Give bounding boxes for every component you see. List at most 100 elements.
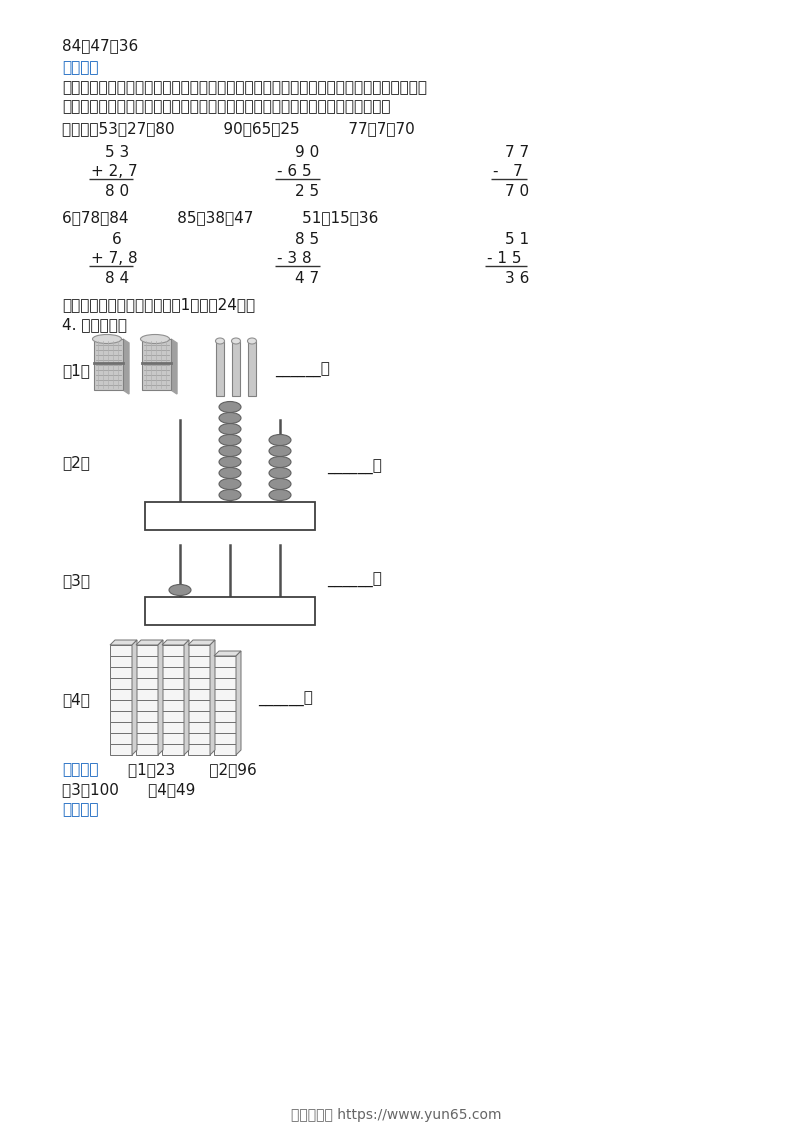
Bar [188,656,210,666]
Ellipse shape [219,468,241,478]
Bar [214,656,236,666]
Polygon shape [236,651,241,755]
Bar [136,733,158,744]
Bar [214,700,236,711]
Ellipse shape [93,334,121,343]
Text: 7 7: 7 7 [505,145,529,160]
Text: 5̇ 1: 5̇ 1 [505,232,529,247]
Bar [136,700,158,711]
Text: 8 0: 8 0 [105,184,129,199]
Text: 84；47；36: 84；47；36 [62,38,138,53]
Bar [136,689,158,700]
Text: 个位: 个位 [272,507,289,521]
Polygon shape [184,640,189,755]
Ellipse shape [269,434,291,445]
Polygon shape [210,640,215,755]
Bar [145,502,315,530]
Text: ______：: ______： [327,573,382,588]
Bar [214,666,236,678]
Ellipse shape [269,478,291,489]
Bar [145,597,315,625]
Ellipse shape [269,457,291,468]
Ellipse shape [219,489,241,500]
Bar [188,678,210,689]
Ellipse shape [247,338,256,344]
Text: 4 7: 4 7 [295,272,319,286]
Ellipse shape [269,445,291,457]
Text: 6＋78＝84          85－38＝47          51－15＝36: 6＋78＝84 85－38＝47 51－15＝36 [62,210,378,226]
Ellipse shape [269,489,291,500]
Text: 4. 看图写数。: 4. 看图写数。 [62,318,127,332]
Ellipse shape [232,338,240,344]
Text: ______。: ______。 [258,692,313,707]
Bar [110,700,132,711]
Bar [162,700,184,711]
Text: 2 5: 2 5 [295,184,319,199]
Bar [136,666,158,678]
Bar [162,645,184,656]
Text: 9̇ 0: 9̇ 0 [295,145,320,160]
Polygon shape [110,640,137,645]
Polygon shape [216,341,224,396]
Bar [110,656,132,666]
Polygon shape [158,640,163,755]
Bar [214,744,236,755]
Bar [110,678,132,689]
Text: 云锋学科网 https://www.yun65.com: 云锋学科网 https://www.yun65.com [291,1109,501,1122]
Ellipse shape [219,402,241,413]
Bar [188,689,210,700]
Bar [136,678,158,689]
Text: 十位: 十位 [221,507,239,521]
Text: 【答案】: 【答案】 [62,762,98,778]
Text: （1）: （1） [62,364,90,378]
Text: 【解析】: 【解析】 [62,802,98,817]
Polygon shape [136,640,163,645]
Text: - 1 5: - 1 5 [487,251,522,266]
Ellipse shape [219,445,241,457]
Bar [136,711,158,721]
Bar [162,721,184,733]
Bar [188,700,210,711]
Text: 个位: 个位 [272,603,289,616]
Bar [214,711,236,721]
Text: 【详解】53＋27＝80          90－65＝25          77－7＝70: 【详解】53＋27＝80 90－65＝25 77－7＝70 [62,121,415,136]
Bar [214,689,236,700]
Bar [188,744,210,755]
Text: ______：: ______： [275,364,330,378]
Bar [214,678,236,689]
Bar [110,744,132,755]
Ellipse shape [169,585,191,596]
Text: （4）: （4） [62,692,90,707]
Text: - 6 5: - 6 5 [277,164,312,180]
Bar [162,733,184,744]
Ellipse shape [140,334,170,343]
Bar [110,645,132,656]
Bar [188,711,210,721]
Bar [162,744,184,755]
Bar [214,721,236,733]
Ellipse shape [219,478,241,489]
Text: （3）: （3） [62,573,90,588]
Text: -   7: - 7 [493,164,523,180]
Bar [110,721,132,733]
Text: （3）100      （4）49: （3）100 （4）49 [62,782,195,797]
Text: 8 4: 8 4 [105,272,129,286]
Bar [136,656,158,666]
Bar [162,711,184,721]
Polygon shape [132,640,137,755]
Bar [110,666,132,678]
Bar [188,645,210,656]
Polygon shape [171,339,177,394]
Text: 8̇ 5: 8̇ 5 [295,232,319,247]
Bar [188,721,210,733]
Text: 个位算起。加法时，满十进一；减法时，当某一位不够减时，向前一位借一当十。: 个位算起。加法时，满十进一；减法时，当某一位不够减时，向前一位借一当十。 [62,99,390,114]
Bar [188,733,210,744]
Ellipse shape [219,457,241,468]
Bar [136,721,158,733]
Bar [136,645,158,656]
Polygon shape [188,640,215,645]
Text: 6: 6 [112,232,122,247]
Ellipse shape [216,338,224,344]
Bar [162,678,184,689]
Text: 百位: 百位 [171,507,189,521]
